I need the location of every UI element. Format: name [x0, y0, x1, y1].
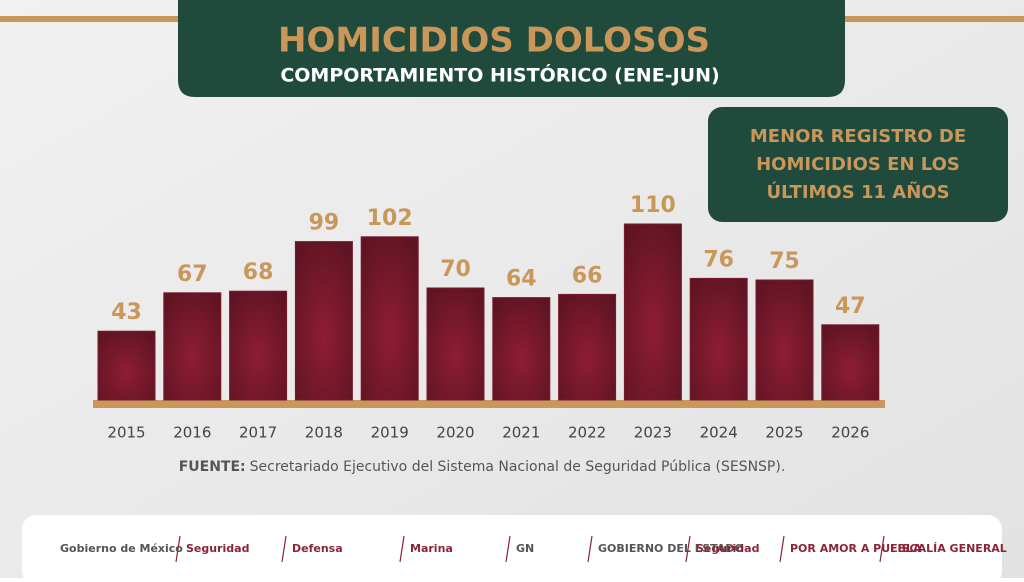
- callout-line: MENOR REGISTRO DE: [750, 126, 966, 147]
- source-label: FUENTE:: [179, 459, 246, 475]
- header-box: [178, 0, 845, 97]
- callout-box: [708, 107, 1008, 222]
- callout: MENOR REGISTRO DE HOMICIDIOS EN LOS ÚLTIMO…: [750, 126, 966, 203]
- value-label: 66: [572, 263, 603, 288]
- logo: GOBIERNO DEL ESTADO: [598, 542, 744, 555]
- chart-subtitle: COMPORTAMIENTO HISTÓRICO (ENE-JUN): [280, 63, 719, 87]
- x-tick-label: 2024: [700, 424, 738, 442]
- value-label: 68: [243, 260, 274, 285]
- x-tick-label: 2017: [239, 424, 277, 442]
- bar: [689, 277, 748, 401]
- logo-divider: [281, 535, 287, 563]
- value-label: 76: [703, 247, 734, 272]
- value-label: 110: [630, 193, 676, 218]
- logo: Seguridad: [696, 542, 759, 555]
- bar: [163, 292, 222, 401]
- x-tick-label: 2022: [568, 424, 606, 442]
- footer-logos: Gobierno de México Seguridad Defensa Marina…: [60, 535, 1007, 563]
- value-label: 99: [309, 211, 340, 236]
- logo-divider: [399, 535, 405, 563]
- bar: [360, 236, 419, 401]
- value-label: 43: [111, 300, 142, 325]
- x-tick-label: 2016: [173, 424, 211, 442]
- logo: GN: [516, 542, 534, 555]
- source-text: Secretariado Ejecutivo del Sistema Nacio…: [250, 459, 786, 475]
- x-tick-label: 2020: [436, 424, 474, 442]
- logo-divider: [587, 535, 593, 563]
- value-label: 102: [367, 206, 413, 231]
- bar: [821, 324, 880, 401]
- x-tick-label: 2025: [765, 424, 803, 442]
- x-tick-label: 2021: [502, 424, 540, 442]
- x-tick-label: 2018: [305, 424, 343, 442]
- bar: [97, 330, 156, 401]
- baseline: [93, 400, 885, 408]
- logo: Seguridad: [186, 542, 249, 555]
- x-tick-label: 2026: [831, 424, 869, 442]
- value-label: 75: [769, 249, 800, 274]
- value-label: 47: [835, 294, 866, 319]
- logo-divider: [505, 535, 511, 563]
- chart-title: HOMICIDIOS DOLOSOS: [278, 21, 710, 61]
- logo: POR AMOR A PUEBLA: [790, 542, 922, 555]
- x-tick-label: 2015: [107, 424, 145, 442]
- bar: [229, 290, 288, 401]
- bar: [558, 293, 617, 401]
- bar: [426, 287, 485, 401]
- value-label: 64: [506, 267, 537, 292]
- value-label: 70: [440, 257, 471, 282]
- bar: [755, 279, 814, 401]
- source: FUENTE: Secretariado Ejecutivo del Sistem…: [179, 459, 786, 475]
- logo-divider: [685, 535, 691, 563]
- callout-line: HOMICIDIOS EN LOS: [756, 154, 960, 175]
- footer-strip: [22, 515, 1002, 582]
- logo: Defensa: [292, 542, 343, 555]
- x-tick-label: 2019: [371, 424, 409, 442]
- logo-divider: [879, 535, 885, 563]
- value-label: 67: [177, 262, 208, 287]
- logo-divider: [175, 535, 181, 563]
- bar: [492, 297, 551, 401]
- callout-line: ÚLTIMOS 11 AÑOS: [766, 180, 949, 203]
- bar: [623, 223, 682, 401]
- x-tick-label: 2023: [634, 424, 672, 442]
- logo: FISCALÍA GENERAL: [890, 542, 1007, 555]
- logo: Gobierno de México: [60, 542, 183, 555]
- logo: Marina: [410, 542, 453, 555]
- logo-divider: [779, 535, 785, 563]
- bar: [294, 241, 353, 401]
